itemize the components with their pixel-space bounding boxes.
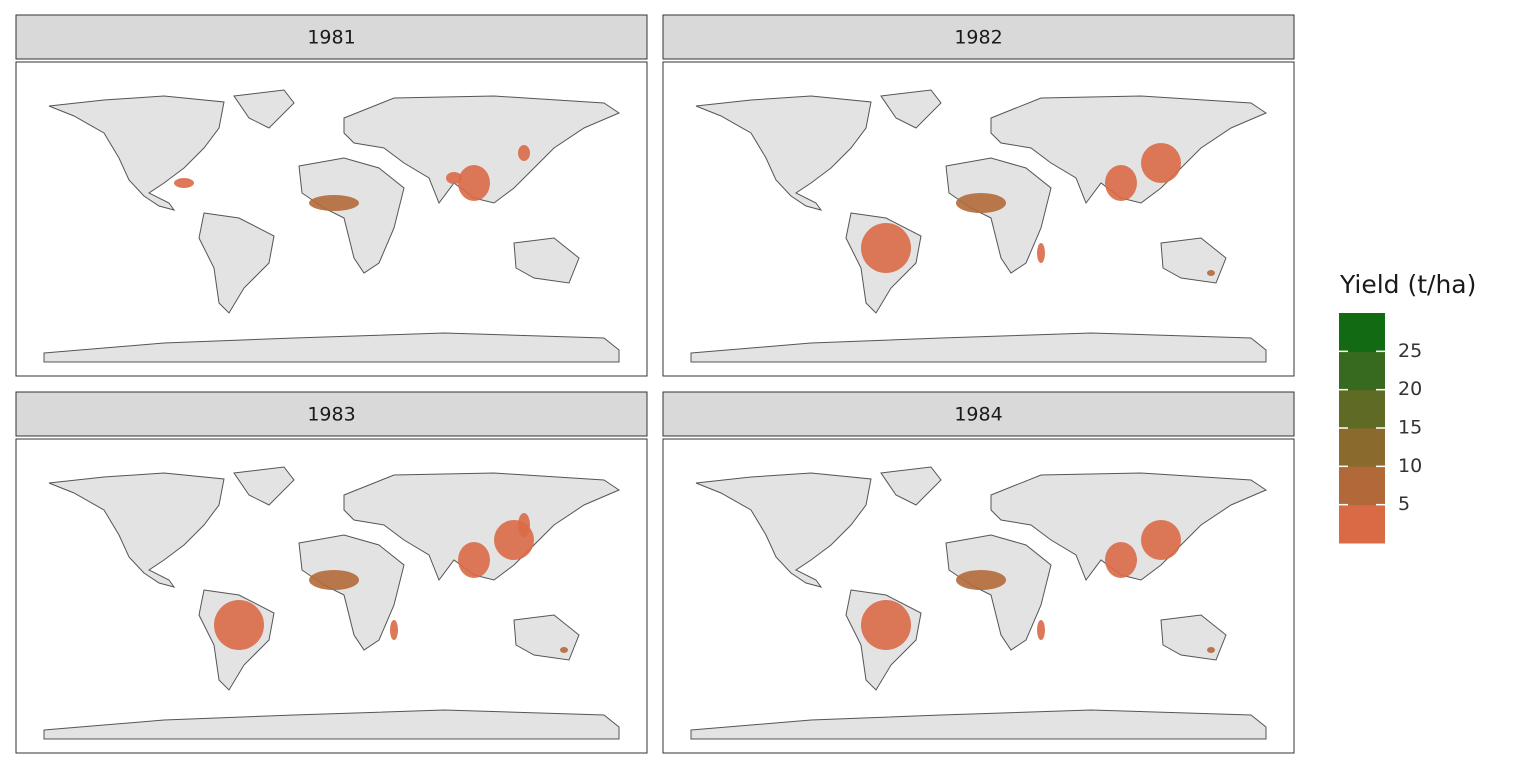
facet-strip [662, 391, 1295, 437]
yield-region [1207, 270, 1215, 276]
yield-region [309, 570, 359, 590]
map [43, 466, 620, 740]
legend-label: 15 [1398, 417, 1422, 439]
yield-region [1207, 647, 1215, 653]
yield-region [1141, 520, 1181, 560]
map [690, 89, 1267, 363]
yield-region [861, 223, 911, 273]
yield-region [1141, 143, 1181, 183]
yield-region [458, 165, 490, 201]
yield-region [309, 195, 359, 211]
legend-swatch [1339, 389, 1385, 429]
yield-region [1037, 243, 1045, 263]
legend-swatch [1339, 428, 1385, 467]
yield-region [390, 620, 398, 640]
map [43, 89, 620, 363]
legend-label: 25 [1398, 340, 1422, 362]
legend-title: Yield (t/ha) [1339, 270, 1476, 299]
yield-region [956, 193, 1006, 213]
legend-swatch [1339, 313, 1385, 352]
yield-region [518, 513, 530, 537]
map [690, 466, 1267, 740]
yield-region [560, 647, 568, 653]
legend-swatch [1339, 504, 1385, 544]
yield-region [1105, 542, 1137, 578]
facet-strip [15, 14, 648, 60]
yield-region [174, 178, 194, 188]
facet-title: 1984 [954, 404, 1002, 426]
yield-region [214, 600, 264, 650]
yield-region [1105, 165, 1137, 201]
facet-strip [662, 14, 1295, 60]
facet-title: 1983 [307, 404, 355, 426]
yield-region [446, 172, 462, 184]
yield-region [956, 570, 1006, 590]
facet-title: 1982 [954, 27, 1002, 49]
legend-label: 20 [1398, 378, 1422, 400]
facet-title: 1981 [307, 27, 355, 49]
legend-swatch [1339, 466, 1385, 506]
yield-region [1037, 620, 1045, 640]
facet-strip [15, 391, 648, 437]
legend-label: 5 [1398, 493, 1410, 515]
yield-region [861, 600, 911, 650]
legend-label: 10 [1398, 455, 1422, 477]
legend-swatch [1339, 351, 1385, 391]
yield-region [458, 542, 490, 578]
yield-region [518, 145, 530, 161]
